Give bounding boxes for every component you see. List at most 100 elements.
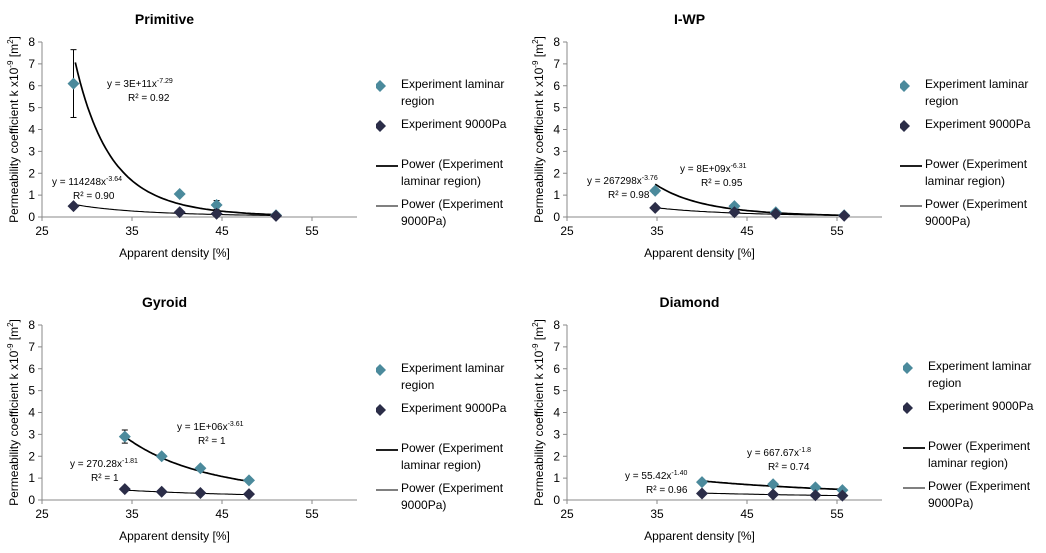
data-point-9000	[155, 485, 168, 498]
x-tick-label: 25	[560, 224, 574, 238]
y-tick-label: 2	[28, 449, 35, 463]
y-tick-label: 1	[553, 471, 560, 485]
data-point-laminar	[809, 481, 822, 494]
legend-diamond-9000-icon	[903, 402, 913, 414]
legend-label-power-9000: Power (Experiment 9000Pa)	[925, 197, 1028, 228]
y-tick-label: 2	[553, 449, 560, 463]
y-tick-label: 3	[553, 144, 560, 158]
y-tick-label: 5	[553, 384, 560, 398]
legend-label-laminar: Experiment laminar region	[401, 77, 505, 108]
data-point-laminar	[649, 184, 662, 197]
y-tick-label: 7	[553, 57, 560, 71]
y-tick-label: 2	[28, 166, 35, 180]
x-axis-label: Apparent density [%]	[119, 246, 230, 260]
y-tick-label: 7	[28, 340, 35, 354]
r2-9000: R² = 1	[91, 473, 119, 484]
legend-label-9000: Experiment 9000Pa	[928, 399, 1034, 413]
data-point-laminar	[155, 450, 168, 463]
legend-label-power-9000: Power (Experiment 9000Pa)	[401, 197, 504, 228]
equation-9000: y = 114248x-3.64	[52, 176, 122, 188]
data-point-laminar	[118, 430, 131, 443]
legend-diamond-laminar-icon	[900, 80, 910, 92]
y-axis-label: Permeability coefficient k x10-9 [m2]	[6, 36, 21, 223]
y-tick-label: 4	[28, 123, 35, 137]
legend-label-laminar: Experiment laminar region	[925, 77, 1029, 108]
y-tick-label: 8	[553, 318, 560, 332]
legend-label-9000: Experiment 9000Pa	[401, 401, 507, 415]
data-point-9000	[769, 207, 782, 220]
y-tick-label: 5	[28, 101, 35, 115]
legend-line-thick-icon	[903, 447, 925, 449]
data-point-9000	[173, 206, 186, 219]
y-tick-label: 0	[28, 210, 35, 224]
legend-line-thin-icon	[903, 487, 925, 489]
x-tick-label: 25	[35, 507, 49, 521]
y-tick-label: 7	[553, 340, 560, 354]
x-tick-label: 55	[830, 224, 844, 238]
data-point-laminar	[67, 77, 80, 90]
x-tick-label: 35	[125, 507, 139, 521]
data-point-9000	[838, 209, 851, 222]
legend-diamond-9000-icon	[900, 120, 910, 132]
data-point-laminar	[767, 478, 780, 491]
y-tick-label: 1	[28, 471, 35, 485]
legend-diamond-9000-icon	[376, 120, 386, 132]
data-point-9000	[67, 200, 80, 213]
legend-label-power-9000: Power (Experiment 9000Pa)	[928, 479, 1031, 510]
y-tick-label: 8	[28, 35, 35, 49]
r2-laminar: R² = 1	[198, 436, 226, 447]
legend-line-thick-icon	[900, 165, 922, 167]
data-point-9000	[649, 201, 662, 214]
x-tick-label: 25	[35, 224, 49, 238]
fit-curve-laminar	[124, 435, 250, 483]
y-tick-label: 5	[553, 101, 560, 115]
legend-diamond-laminar-icon	[376, 364, 386, 376]
legend-line-thick-icon	[376, 449, 398, 451]
y-axis-label: Permeability coefficient k x10-9 [m2]	[6, 319, 21, 506]
x-tick-label: 55	[830, 507, 844, 521]
equation-9000: y = 270.28x-1.81	[70, 458, 138, 470]
data-point-9000	[809, 489, 822, 502]
x-tick-label: 45	[740, 507, 754, 521]
y-tick-label: 3	[28, 144, 35, 158]
x-tick-label: 55	[305, 224, 319, 238]
y-tick-label: 6	[553, 362, 560, 376]
y-tick-label: 2	[553, 166, 560, 180]
chart-title: I-WP	[674, 11, 705, 27]
x-tick-label: 35	[650, 224, 664, 238]
y-tick-label: 6	[553, 79, 560, 93]
equation-9000: y = 267298x-3.76	[587, 175, 658, 187]
legend-label-9000: Experiment 9000Pa	[925, 117, 1031, 131]
legend-line-thick-icon	[376, 165, 398, 167]
x-tick-label: 45	[215, 224, 229, 238]
legend-label-power-laminar: Power (Experiment laminar region)	[928, 439, 1031, 470]
y-tick-label: 0	[28, 493, 35, 507]
data-point-9000	[194, 487, 207, 499]
y-tick-label: 6	[28, 79, 35, 93]
equation-laminar: y = 3E+11x-7.29	[107, 78, 173, 90]
y-tick-label: 1	[28, 188, 35, 202]
data-point-9000	[767, 488, 780, 501]
x-tick-label: 45	[215, 507, 229, 521]
data-point-9000	[118, 483, 131, 496]
r2-9000: R² = 0.98	[608, 190, 650, 201]
chart-title: Gyroid	[142, 294, 187, 310]
legend-line-thin-icon	[900, 205, 922, 207]
legend-diamond-9000-icon	[376, 404, 386, 416]
y-tick-label: 8	[28, 318, 35, 332]
chart-title: Primitive	[135, 11, 194, 27]
legend-label-power-laminar: Power (Experiment laminar region)	[401, 157, 504, 188]
fit-curve-9000	[655, 207, 845, 216]
y-tick-label: 8	[553, 35, 560, 49]
y-tick-label: 3	[553, 427, 560, 441]
data-point-9000	[210, 207, 223, 220]
data-point-9000	[270, 209, 282, 222]
y-tick-label: 3	[28, 427, 35, 441]
legend-line-thin-icon	[376, 489, 398, 491]
data-point-9000	[696, 487, 708, 500]
data-point-laminar	[696, 476, 708, 489]
data-point-9000	[243, 488, 255, 501]
y-axis-label: Permeability coefficient k x10-9 [m2]	[531, 319, 546, 506]
legend-label-power-laminar: Power (Experiment laminar region)	[401, 441, 504, 472]
